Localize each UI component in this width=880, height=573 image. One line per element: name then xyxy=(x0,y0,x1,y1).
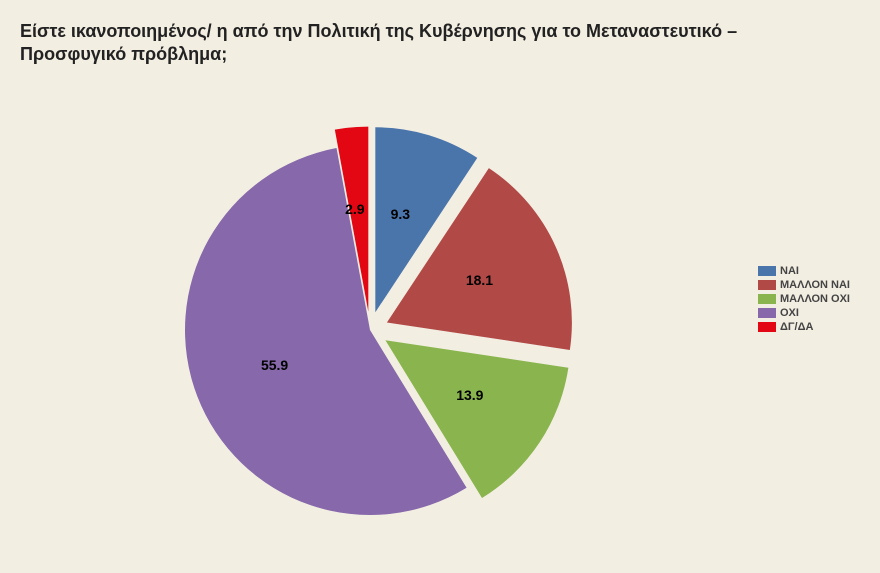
pie-slice-value: 2.9 xyxy=(345,201,364,217)
legend-label: ΔΓ/ΔΑ xyxy=(780,321,813,333)
legend-label: ΟΧΙ xyxy=(780,307,799,319)
legend-item: ΝΑΙ xyxy=(758,265,850,277)
legend-item: ΜΑΛΛΟΝ ΟΧΙ xyxy=(758,293,850,305)
chart-title-line2: Προσφυγικό πρόβλημα; xyxy=(20,44,227,64)
legend-swatch xyxy=(758,280,776,290)
chart-legend: ΝΑΙ ΜΑΛΛΟΝ ΝΑΙ ΜΑΛΛΟΝ ΟΧΙ ΟΧΙ ΔΓ/ΔΑ xyxy=(758,265,850,335)
legend-swatch xyxy=(758,308,776,318)
legend-item: ΟΧΙ xyxy=(758,307,850,319)
legend-label: ΝΑΙ xyxy=(780,265,799,277)
legend-label: ΜΑΛΛΟΝ ΝΑΙ xyxy=(780,279,850,291)
chart-title-line1: Είστε ικανοποιημένος/ η από την Πολιτική… xyxy=(20,21,737,41)
pie-chart xyxy=(130,100,610,560)
pie-slice-value: 13.9 xyxy=(456,387,483,403)
chart-container: Είστε ικανοποιημένος/ η από την Πολιτική… xyxy=(0,0,880,573)
pie-slice-value: 9.3 xyxy=(391,206,410,222)
legend-swatch xyxy=(758,294,776,304)
pie-slice-value: 55.9 xyxy=(261,357,288,373)
chart-title: Είστε ικανοποιημένος/ η από την Πολιτική… xyxy=(20,20,737,67)
pie-slice-value: 18.1 xyxy=(466,272,493,288)
legend-item: ΔΓ/ΔΑ xyxy=(758,321,850,333)
legend-swatch xyxy=(758,322,776,332)
legend-swatch xyxy=(758,266,776,276)
legend-label: ΜΑΛΛΟΝ ΟΧΙ xyxy=(780,293,850,305)
legend-item: ΜΑΛΛΟΝ ΝΑΙ xyxy=(758,279,850,291)
